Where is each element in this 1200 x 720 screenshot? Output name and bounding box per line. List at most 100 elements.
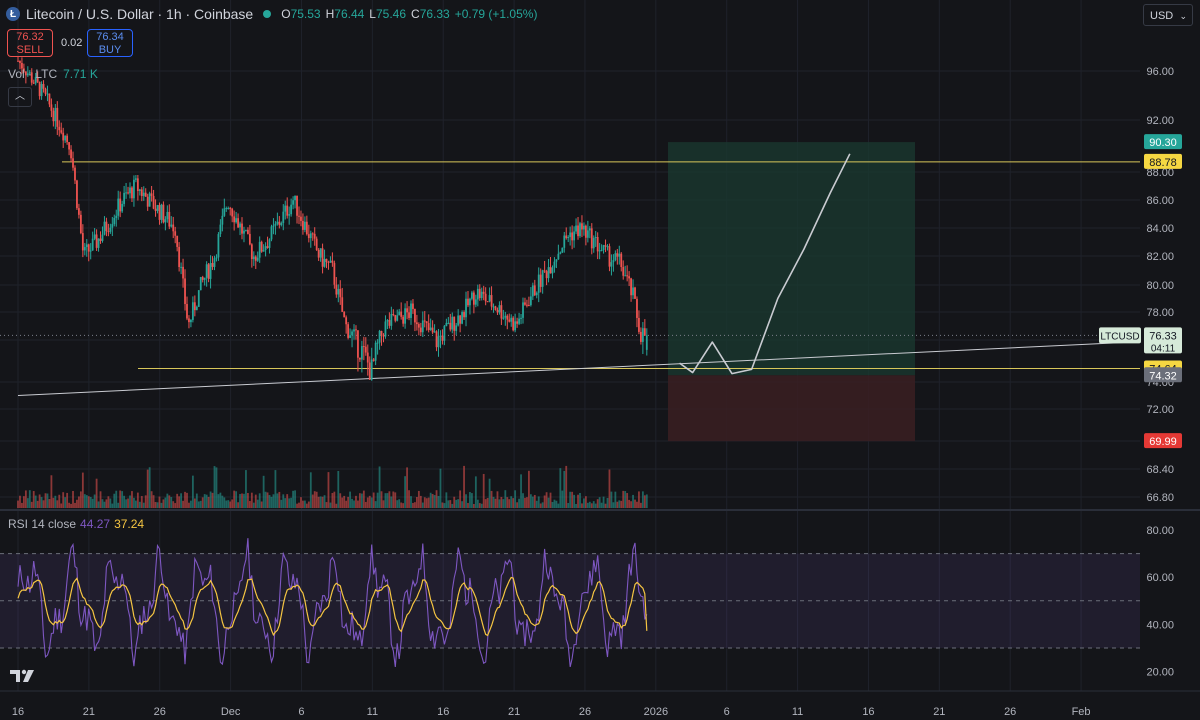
volume-bar	[557, 503, 560, 508]
candle-body	[508, 319, 511, 322]
candle-body	[596, 237, 599, 252]
candle-body	[528, 304, 530, 306]
candle-body	[239, 223, 241, 228]
volume-bar	[429, 492, 432, 508]
volume-bar	[317, 496, 320, 508]
volume-bar	[563, 470, 566, 508]
volume-bar	[459, 490, 462, 508]
candle-body	[191, 302, 194, 320]
time-tick-label: Feb	[1072, 706, 1091, 718]
candle-body	[201, 277, 204, 280]
volume-bar	[402, 503, 405, 508]
candle-body	[176, 235, 179, 247]
candle-body	[520, 317, 522, 319]
candle-body	[402, 316, 405, 324]
candle-body	[384, 321, 387, 337]
volume-bar	[174, 503, 177, 508]
candle-body	[412, 303, 414, 310]
sell-button[interactable]: 76.32 SELL	[7, 29, 53, 57]
candle-body	[113, 217, 116, 225]
volume-bar	[105, 499, 108, 508]
volume-bar	[362, 490, 365, 508]
volume-bar	[85, 495, 88, 508]
volume-bar	[97, 501, 100, 508]
candle-body	[294, 195, 296, 201]
volume-bar	[643, 495, 646, 508]
price-tick-label: 80.00	[1146, 280, 1174, 292]
currency-select[interactable]: USD ⌄	[1143, 4, 1193, 26]
price-tag-label: 88.78	[1149, 157, 1177, 169]
tradingview-logo-icon[interactable]	[10, 668, 38, 689]
volume-bar	[99, 491, 102, 508]
volume-bar	[433, 495, 436, 508]
candle-body	[494, 306, 497, 311]
price-tag-stop	[1144, 433, 1182, 449]
candle-body	[243, 230, 245, 234]
collapse-legend-button[interactable]: ︿	[8, 87, 32, 107]
candle-body	[467, 298, 469, 306]
candle-body	[357, 330, 359, 358]
volume-bar	[453, 496, 456, 508]
volume-bar	[565, 465, 568, 508]
volume-bar	[274, 470, 277, 508]
volume-bar	[199, 500, 202, 508]
candle-body	[447, 322, 450, 324]
volume-bar	[630, 501, 632, 508]
candle-body	[323, 258, 326, 267]
volume-bar	[461, 501, 463, 508]
buy-button[interactable]: 76.34 BUY	[87, 29, 133, 57]
volume-bar	[176, 493, 179, 508]
candle-body	[341, 297, 344, 312]
candle-body	[624, 275, 627, 277]
candle-body	[374, 342, 377, 361]
candle-body	[478, 288, 481, 299]
candle-body	[463, 312, 465, 318]
candle-body	[131, 187, 133, 199]
candle-body	[40, 84, 43, 97]
volume-bar	[360, 493, 363, 508]
candle-body	[506, 315, 509, 320]
volume-bar	[602, 496, 605, 508]
candle-body	[62, 132, 65, 141]
volume-bar	[115, 490, 118, 508]
candle-body	[539, 274, 542, 287]
candle-body	[445, 322, 448, 327]
volume-bar	[325, 502, 328, 508]
volume-bar	[417, 490, 420, 508]
volume-bar	[492, 496, 495, 508]
volume-bar	[50, 475, 53, 508]
volume-bar	[24, 490, 27, 508]
volume-bar	[87, 496, 90, 508]
symbol-title[interactable]: Litecoin / U.S. Dollar · 1h · Coinbase	[26, 6, 254, 22]
candle-body	[272, 225, 275, 227]
volume-bar	[573, 494, 575, 508]
candle-body	[42, 84, 45, 89]
candle-body	[486, 301, 489, 303]
candle-body	[317, 249, 320, 258]
volume-bar	[290, 497, 293, 508]
volume-bar	[252, 502, 255, 508]
volume-bar	[270, 496, 273, 508]
candle-body	[471, 292, 473, 299]
time-axis: 16 21 26 Dec 6 11 16 21 26 2026 6 11 16 21 26 Feb	[12, 706, 1091, 718]
volume-bar	[569, 491, 572, 508]
candle-body	[439, 335, 442, 337]
candle-body	[288, 214, 291, 216]
volume-bar	[581, 503, 583, 508]
candle-body	[174, 231, 177, 236]
volume-bar	[46, 493, 49, 508]
change-value: +0.79 (+1.05%)	[454, 7, 538, 21]
chevron-down-icon: ⌄	[1179, 11, 1187, 21]
volume-bar	[374, 501, 377, 508]
volume-bar	[455, 499, 458, 508]
candle-body	[282, 211, 285, 223]
volume-bar	[250, 492, 253, 508]
volume-bar	[280, 499, 283, 508]
candle-body	[482, 291, 485, 294]
volume-bar	[331, 492, 334, 508]
time-tick-label: 16	[437, 706, 449, 718]
candle-body	[496, 310, 499, 313]
volume-bar	[21, 502, 23, 508]
candle-body	[390, 313, 393, 326]
